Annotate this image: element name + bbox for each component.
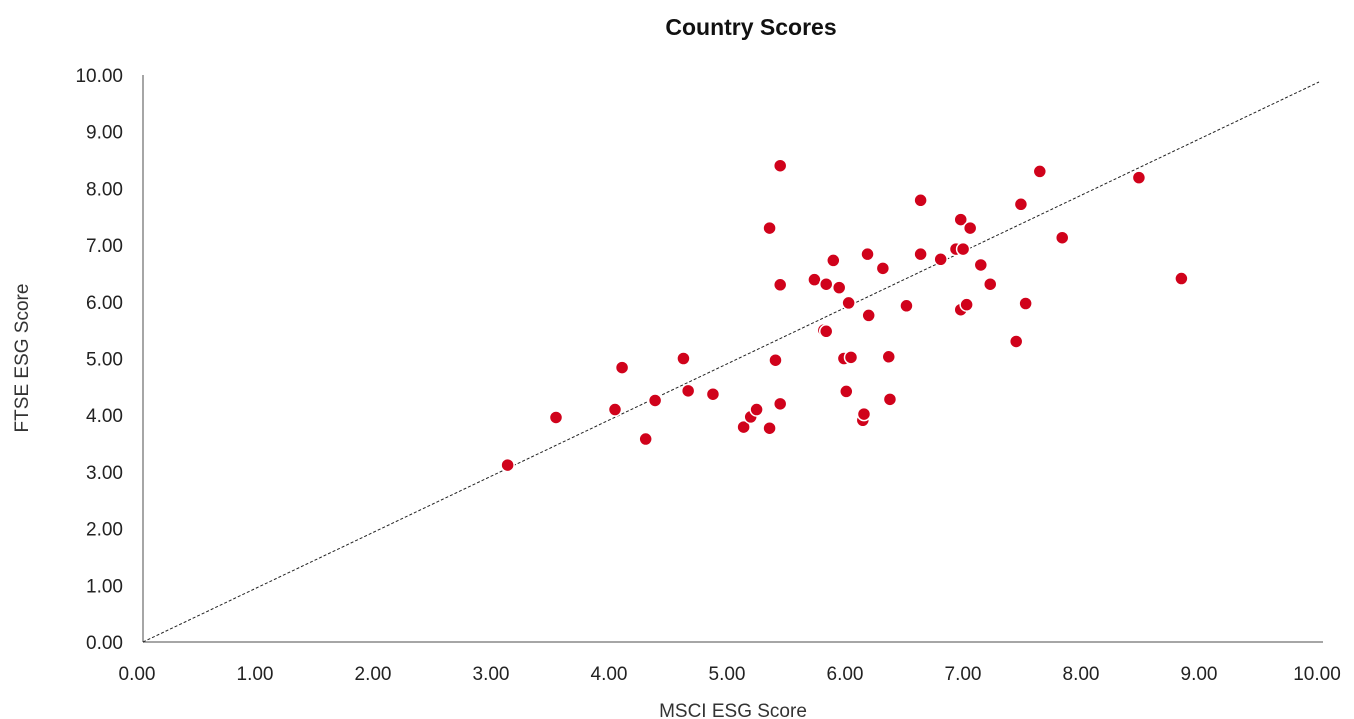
data-point [768, 352, 783, 368]
data-point [982, 276, 998, 292]
data-point [953, 212, 968, 227]
y-tick-label: 2.00 [86, 520, 123, 541]
data-point [1174, 271, 1189, 286]
data-point [614, 360, 630, 375]
data-point [913, 246, 928, 262]
y-tick-label: 5.00 [86, 350, 123, 371]
data-point [1032, 164, 1048, 179]
x-tick-label: 5.00 [709, 664, 746, 685]
y-tick-label: 1.00 [86, 576, 123, 597]
data-point [736, 419, 751, 435]
data-point [881, 349, 897, 365]
data-point [638, 431, 653, 447]
data-point [772, 158, 788, 173]
data-point [772, 396, 788, 412]
data-point [860, 246, 875, 262]
data-point [500, 457, 515, 473]
x-tick-label: 10.00 [1293, 664, 1341, 685]
x-tick-label: 8.00 [1063, 664, 1100, 685]
data-point [1018, 296, 1033, 311]
data-point [680, 383, 696, 399]
data-point [959, 297, 974, 312]
data-point [826, 253, 841, 268]
data-points [500, 158, 1189, 473]
data-point [647, 393, 663, 408]
data-point [861, 308, 876, 323]
data-point [818, 324, 834, 339]
data-point [955, 241, 971, 257]
data-point [1054, 230, 1070, 245]
y-tick-label: 4.00 [86, 406, 123, 427]
y-tick-label: 0.00 [86, 633, 123, 654]
x-tick-label: 0.00 [119, 664, 156, 685]
data-point [875, 261, 891, 276]
y-tick-label: 10.00 [75, 66, 123, 87]
data-point [841, 295, 856, 311]
data-point [843, 350, 859, 365]
y-tick-label: 7.00 [86, 236, 123, 257]
data-point [1131, 170, 1147, 185]
x-tick-label: 3.00 [473, 664, 510, 685]
y-tick-label: 6.00 [86, 293, 123, 314]
x-axis-ticks: 0.00 1.00 2.00 3.00 4.00 5.00 6.00 7.00 8.00 9.00… [119, 664, 1341, 685]
reference-line [142, 81, 1320, 643]
chart-title: Country Scores [665, 14, 836, 40]
x-axis-label: MSCI ESG Score [659, 701, 807, 719]
data-point [818, 276, 834, 292]
data-point [705, 386, 721, 402]
y-axis-ticks: 0.00 1.00 2.00 3.00 4.00 5.00 6.00 7.00 8.00 9.00… [75, 66, 123, 654]
data-point [676, 351, 691, 366]
data-point [1013, 197, 1029, 212]
x-tick-label: 1.00 [237, 664, 274, 685]
y-tick-label: 9.00 [86, 123, 123, 144]
data-point [962, 220, 978, 236]
data-point [913, 193, 928, 208]
x-tick-label: 2.00 [355, 664, 392, 685]
data-point [899, 298, 914, 314]
data-point [548, 410, 564, 425]
data-point [607, 402, 623, 417]
data-point [882, 392, 898, 407]
y-axis-label: FTSE ESG Score [12, 284, 33, 433]
data-point [762, 220, 777, 236]
data-point [973, 257, 989, 273]
x-tick-label: 9.00 [1181, 664, 1218, 685]
data-point [1008, 334, 1024, 349]
data-point [749, 402, 764, 417]
x-tick-label: 4.00 [591, 664, 628, 685]
data-point [856, 406, 872, 422]
y-tick-label: 8.00 [86, 179, 123, 200]
y-tick-label: 3.00 [86, 463, 123, 484]
data-point [772, 277, 788, 293]
data-point [831, 280, 847, 295]
x-tick-label: 6.00 [827, 664, 864, 685]
data-point [762, 420, 777, 436]
x-tick-label: 7.00 [945, 664, 982, 685]
data-point [933, 252, 948, 267]
data-point [839, 384, 854, 399]
data-point [807, 272, 822, 287]
